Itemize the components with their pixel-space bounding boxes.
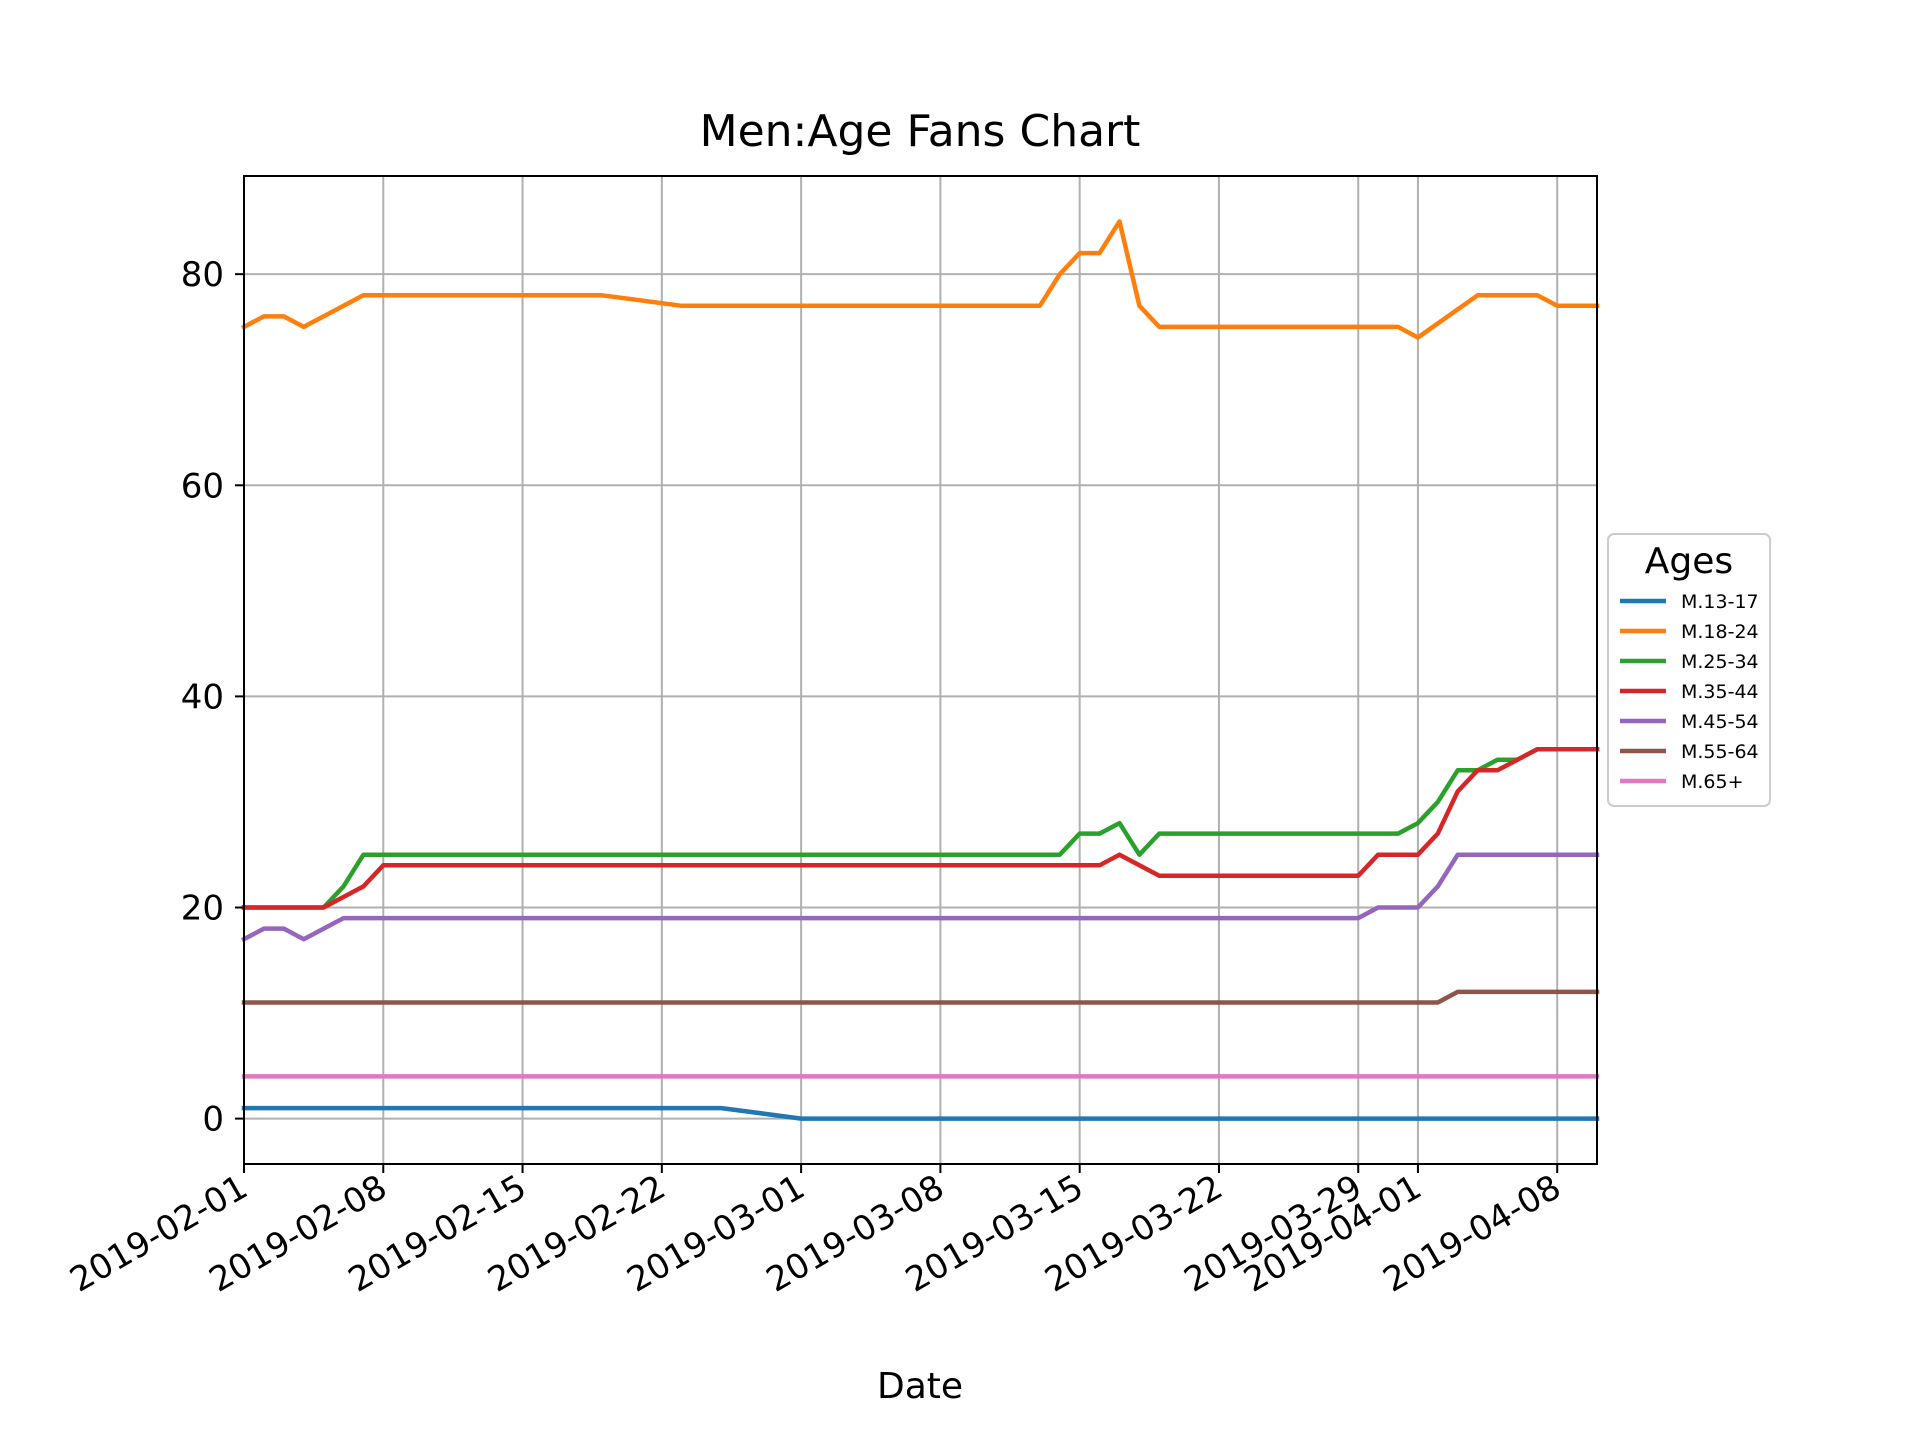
y-tick-label: 80 — [181, 255, 224, 295]
y-tick-label: 20 — [181, 889, 224, 929]
chart-title: Men:Age Fans Chart — [700, 106, 1141, 157]
y-tick-label: 40 — [181, 677, 224, 717]
series-line-M.55-64 — [241, 989, 1600, 1005]
legend-label: M.65+ — [1681, 771, 1744, 793]
series-line-M.13-17 — [241, 1105, 1600, 1121]
legend-label: M.35-44 — [1681, 681, 1759, 703]
legend-label: M.13-17 — [1681, 591, 1759, 613]
x-axis-label: Date — [877, 1366, 963, 1407]
legend-label: M.55-64 — [1681, 741, 1759, 763]
y-tick-label: 0 — [202, 1100, 224, 1140]
series-lines — [240, 219, 1600, 1121]
series-line-M.18-24 — [240, 219, 1600, 340]
legend-label: M.45-54 — [1681, 711, 1759, 733]
y-tick-label: 60 — [181, 466, 224, 506]
legend: Ages M.13-17 M.18-24 M.25-34 M.35-44 M.45-54… — [1607, 533, 1771, 807]
series-line-M.25-34 — [241, 746, 1600, 910]
grid — [243, 176, 1597, 1164]
series-line-M.35-44 — [241, 746, 1600, 910]
legend-label: M.25-34 — [1681, 651, 1759, 673]
plot-frame — [243, 175, 1598, 1165]
series-line-M.45-54 — [240, 852, 1600, 943]
legend-label: M.18-24 — [1681, 621, 1759, 643]
legend-title: Ages — [1645, 541, 1733, 582]
